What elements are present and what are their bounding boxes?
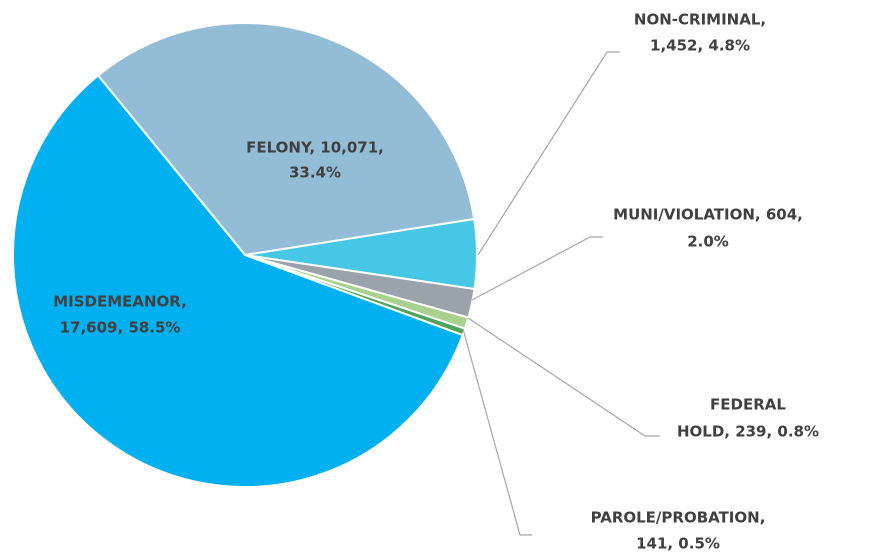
leader-line: [467, 317, 660, 437]
pie-slice: [96, 22, 476, 257]
leader-line: [471, 236, 603, 301]
pie-slice: [12, 74, 465, 488]
data-label: 1,452, 4.8%: [650, 37, 750, 55]
leader-line: [462, 328, 532, 536]
data-label: 33.4%: [289, 164, 341, 182]
data-label: MUNI/VIOLATION, 604,: [613, 206, 803, 224]
data-label: 2.0%: [687, 233, 729, 251]
data-label: FELONY, 10,071,: [246, 139, 384, 157]
data-label: NON-CRIMINAL,: [634, 11, 766, 29]
data-label: MISDEMEANOR,: [53, 293, 187, 311]
data-label: 141, 0.5%: [636, 535, 720, 553]
data-label: FEDERAL: [710, 396, 786, 414]
data-label: PAROLE/PROBATION,: [591, 509, 766, 527]
data-label: HOLD, 239, 0.8%: [677, 423, 819, 441]
leader-line: [477, 51, 620, 256]
data-label: 17,609, 58.5%: [60, 319, 181, 337]
